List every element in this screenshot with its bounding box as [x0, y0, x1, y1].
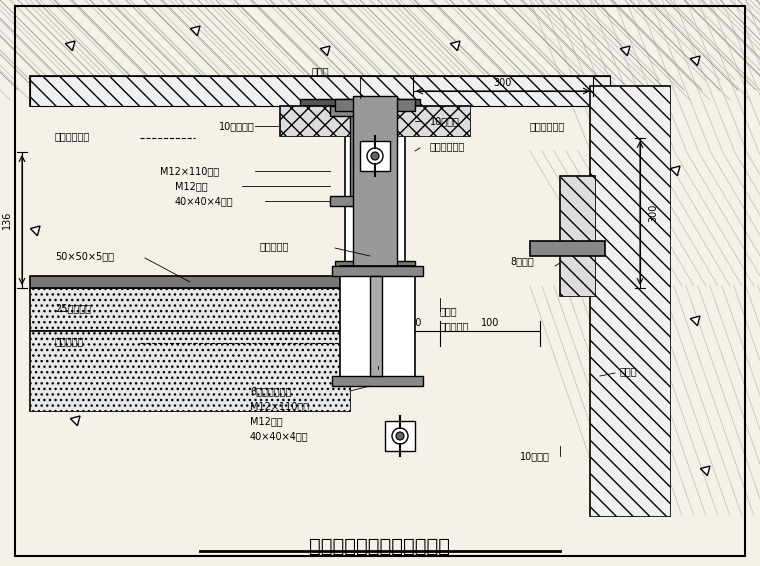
Bar	[30, 276, 370, 288]
Text: 预埋件: 预埋件	[620, 366, 638, 376]
Text: 不锈钢挂件: 不锈钢挂件	[260, 241, 290, 251]
Polygon shape	[701, 466, 710, 475]
Text: 300: 300	[494, 78, 512, 88]
Bar	[30, 76, 610, 106]
Polygon shape	[451, 41, 460, 51]
Bar	[332, 266, 423, 276]
Text: 25厚黑晶石: 25厚黑晶石	[55, 303, 91, 313]
Text: 泡沫棒填充: 泡沫棒填充	[440, 321, 470, 331]
Text: 土建结构边线: 土建结构边线	[55, 131, 90, 141]
Circle shape	[396, 432, 404, 440]
Text: 不锈钢挂石槽: 不锈钢挂石槽	[430, 141, 465, 151]
Bar	[30, 76, 610, 106]
Bar	[360, 141, 390, 171]
Polygon shape	[65, 41, 75, 51]
Text: M12×110螺栓: M12×110螺栓	[250, 401, 309, 411]
Polygon shape	[620, 46, 630, 55]
Bar	[30, 288, 350, 330]
Text: 136: 136	[2, 211, 12, 229]
Bar	[530, 241, 605, 256]
Text: 耐候胶: 耐候胶	[440, 306, 458, 316]
Bar	[30, 331, 350, 411]
Text: 10压连接件: 10压连接件	[219, 121, 255, 131]
Text: 50×50×5角钢: 50×50×5角钢	[55, 251, 114, 261]
Bar	[345, 101, 405, 266]
Text: 土建结构边线: 土建结构边线	[530, 121, 565, 131]
Bar	[300, 99, 420, 111]
Text: 6厚不锈钢挂件: 6厚不锈钢挂件	[250, 386, 291, 396]
Text: 预埋件: 预埋件	[311, 66, 329, 76]
Polygon shape	[190, 26, 200, 36]
Bar	[560, 176, 595, 296]
Bar	[335, 99, 415, 111]
Bar	[353, 96, 397, 276]
Text: 10号槽钢: 10号槽钢	[430, 116, 460, 126]
Text: 100: 100	[481, 318, 499, 328]
Text: 10号槽钢: 10号槽钢	[340, 363, 370, 373]
Bar	[30, 331, 350, 411]
Circle shape	[371, 152, 379, 160]
Polygon shape	[0, 0, 760, 86]
Circle shape	[392, 428, 408, 444]
Bar	[350, 106, 360, 206]
Bar	[335, 261, 415, 276]
Bar	[590, 86, 670, 516]
Text: 40×40×4垫片: 40×40×4垫片	[250, 431, 309, 441]
Bar	[340, 266, 415, 386]
Bar	[385, 421, 415, 451]
Bar	[370, 276, 382, 376]
Polygon shape	[690, 316, 700, 325]
Text: 50: 50	[409, 318, 421, 328]
Text: 50: 50	[359, 318, 371, 328]
Text: 干挂石材竖向主节点大样图: 干挂石材竖向主节点大样图	[309, 537, 451, 555]
Polygon shape	[670, 166, 680, 175]
Text: 10厚铝板: 10厚铝板	[520, 451, 550, 461]
Bar	[332, 376, 423, 386]
Text: 40×40×4垫片: 40×40×4垫片	[175, 196, 233, 206]
Bar	[30, 288, 350, 330]
Polygon shape	[71, 416, 80, 426]
Bar	[330, 106, 380, 116]
Text: M12×110螺栓: M12×110螺栓	[160, 166, 219, 176]
Polygon shape	[321, 46, 330, 55]
Text: 8厚铝板: 8厚铝板	[510, 256, 534, 266]
Polygon shape	[30, 226, 40, 235]
Text: M12螺母: M12螺母	[250, 416, 283, 426]
Bar	[590, 86, 670, 516]
Bar	[330, 196, 380, 206]
Bar	[560, 176, 595, 296]
Bar	[280, 106, 470, 136]
Text: M12螺母: M12螺母	[175, 181, 207, 191]
Bar	[280, 106, 470, 136]
Text: 尺寸控制线: 尺寸控制线	[55, 336, 84, 346]
Polygon shape	[690, 56, 700, 66]
Text: 300: 300	[648, 204, 658, 222]
Circle shape	[367, 148, 383, 164]
